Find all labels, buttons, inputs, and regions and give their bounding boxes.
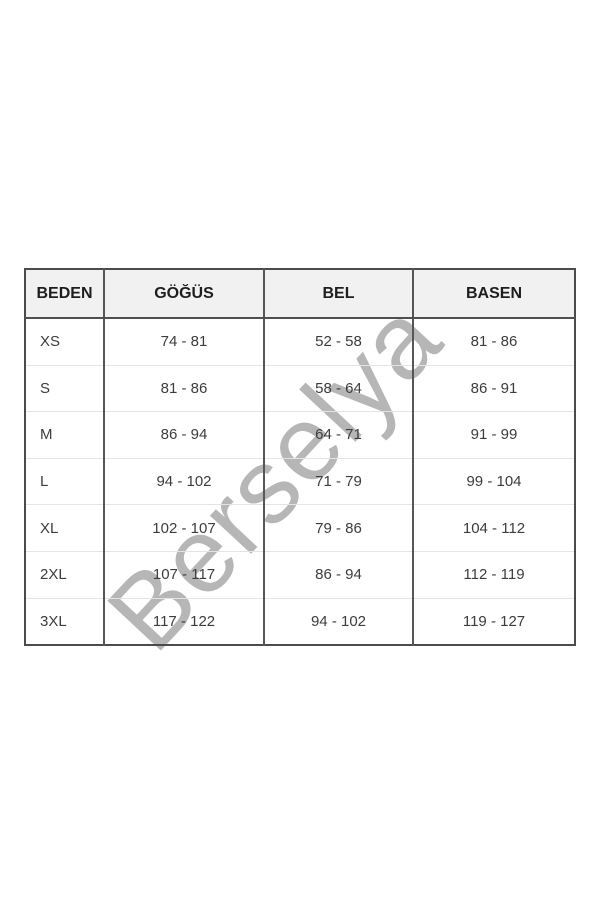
measurement-range-cell: 79 - 86 — [263, 504, 413, 552]
size-chart-table: BEDEN GÖĞÜS BEL BASEN XS 74 - 81 52 - 58 81… — [24, 268, 576, 647]
measurement-range-cell: 71 - 79 — [263, 457, 413, 505]
measurement-range-cell: 94 - 102 — [263, 597, 413, 646]
table-row: L 94 - 102 71 - 79 99 - 104 — [25, 457, 575, 505]
measurement-range-cell: 117 - 122 — [103, 597, 264, 646]
table-row: M 86 - 94 64 - 71 91 - 99 — [25, 411, 575, 459]
table-row: XS 74 - 81 52 - 58 81 - 86 — [25, 318, 575, 366]
size-table-body: XS 74 - 81 52 - 58 81 - 86 S 81 - 86 58 - 64 86… — [25, 318, 575, 646]
measurement-range-cell: 91 - 99 — [412, 411, 575, 459]
column-header-beden: BEDEN — [25, 269, 104, 319]
size-label-cell: 3XL — [25, 597, 104, 646]
measurement-range-cell: 94 - 102 — [103, 457, 264, 505]
measurement-range-cell: 119 - 127 — [412, 597, 575, 646]
measurement-range-cell: 99 - 104 — [412, 457, 575, 505]
measurement-range-cell: 52 - 58 — [263, 318, 413, 366]
column-header-basen: BASEN — [412, 269, 575, 319]
measurement-range-cell: 112 - 119 — [412, 550, 575, 599]
measurement-range-cell: 81 - 86 — [103, 364, 264, 412]
measurement-range-cell: 58 - 64 — [263, 364, 413, 412]
column-header-bel: BEL — [263, 269, 413, 319]
table-row: S 81 - 86 58 - 64 86 - 91 — [25, 364, 575, 412]
measurement-range-cell: 64 - 71 — [263, 411, 413, 459]
measurement-range-cell: 104 - 112 — [412, 504, 575, 552]
measurement-range-cell: 86 - 91 — [412, 364, 575, 412]
column-header-gogus: GÖĞÜS — [103, 269, 264, 319]
size-table-header: BEDEN GÖĞÜS BEL BASEN — [25, 269, 575, 319]
measurement-range-cell: 86 - 94 — [103, 411, 264, 459]
size-label-cell: 2XL — [25, 550, 104, 599]
table-row: 3XL 117 - 122 94 - 102 119 - 127 — [25, 597, 575, 646]
measurement-range-cell: 74 - 81 — [103, 318, 264, 366]
measurement-range-cell: 107 - 117 — [103, 550, 264, 599]
size-label-cell: XL — [25, 504, 104, 552]
size-label-cell: L — [25, 457, 104, 505]
measurement-range-cell: 86 - 94 — [263, 550, 413, 599]
size-label-cell: M — [25, 411, 104, 459]
measurement-range-cell: 102 - 107 — [103, 504, 264, 552]
measurement-range-cell: 81 - 86 — [412, 318, 575, 366]
table-row: 2XL 107 - 117 86 - 94 112 - 119 — [25, 550, 575, 599]
size-label-cell: XS — [40, 333, 61, 351]
size-label-cell: S — [25, 364, 104, 412]
table-row: XL 102 - 107 79 - 86 104 - 112 — [25, 504, 575, 552]
header-row: BEDEN GÖĞÜS BEL BASEN — [25, 269, 575, 319]
